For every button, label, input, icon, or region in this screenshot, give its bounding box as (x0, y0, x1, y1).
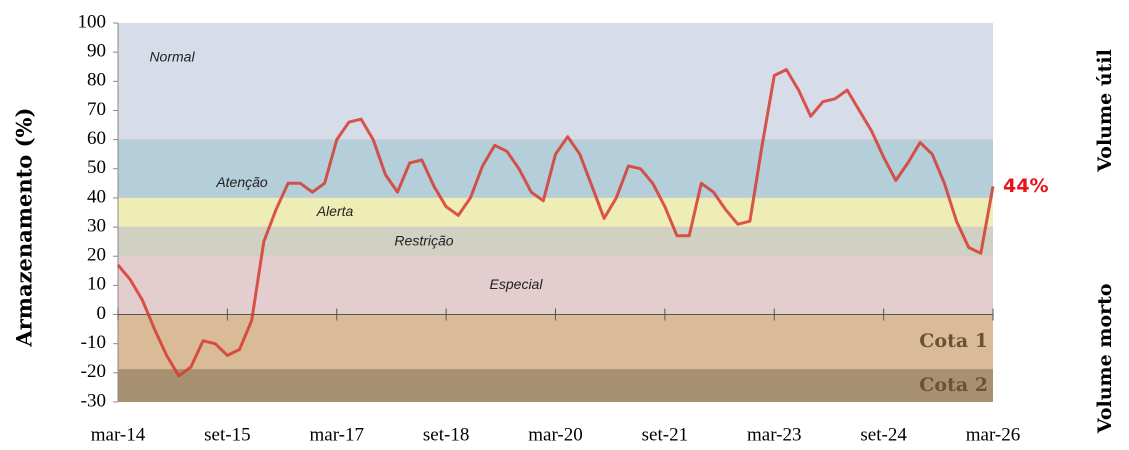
x-tick-label: mar-23 (747, 424, 802, 445)
end-label: 44% (1003, 175, 1048, 197)
y-tick-label: -10 (81, 332, 106, 353)
x-tick-label: mar-14 (91, 424, 146, 445)
y-tick-label: -30 (81, 390, 106, 411)
y-tick-label: 70 (87, 99, 106, 120)
x-tick-label: mar-26 (966, 424, 1021, 445)
y-tick-label: 40 (87, 186, 106, 207)
band (118, 23, 993, 140)
x-tick-label: set-21 (642, 424, 688, 445)
band-label: Alerta (316, 203, 354, 219)
y-tick-label: 0 (97, 303, 107, 324)
band-label: Especial (490, 276, 544, 292)
x-tick-label: set-15 (204, 424, 250, 445)
series-line (116, 68, 995, 378)
band (118, 227, 993, 257)
band-label: Atenção (215, 174, 268, 190)
side-label: Volume útil (1094, 49, 1116, 173)
x-tick-label: set-18 (423, 424, 469, 445)
band-label: Cota 1 (919, 330, 988, 352)
x-tick-label: set-24 (860, 424, 907, 445)
band-label: Restrição (394, 232, 453, 248)
band (118, 314, 993, 370)
y-tick-label: 60 (87, 128, 106, 149)
band-label: Normal (149, 49, 195, 65)
y-axis-title: Armazenamento (%) (12, 108, 37, 348)
y-tick-label: 20 (87, 245, 106, 266)
x-tick-label: mar-17 (310, 424, 365, 445)
x-tick-label: mar-20 (528, 424, 583, 445)
band (118, 256, 993, 315)
y-tick-label: 90 (87, 41, 106, 62)
y-tick-label: 30 (87, 215, 106, 236)
band (118, 369, 993, 402)
band-label: Cota 2 (919, 374, 988, 396)
y-tick-label: 10 (87, 274, 106, 295)
y-tick-label: 50 (87, 157, 106, 178)
band (118, 197, 993, 228)
side-label: Volume morto (1094, 283, 1116, 434)
y-tick-label: 80 (87, 70, 106, 91)
band (118, 139, 993, 198)
y-tick-label: 100 (78, 11, 107, 32)
y-tick-label: -20 (81, 361, 106, 382)
